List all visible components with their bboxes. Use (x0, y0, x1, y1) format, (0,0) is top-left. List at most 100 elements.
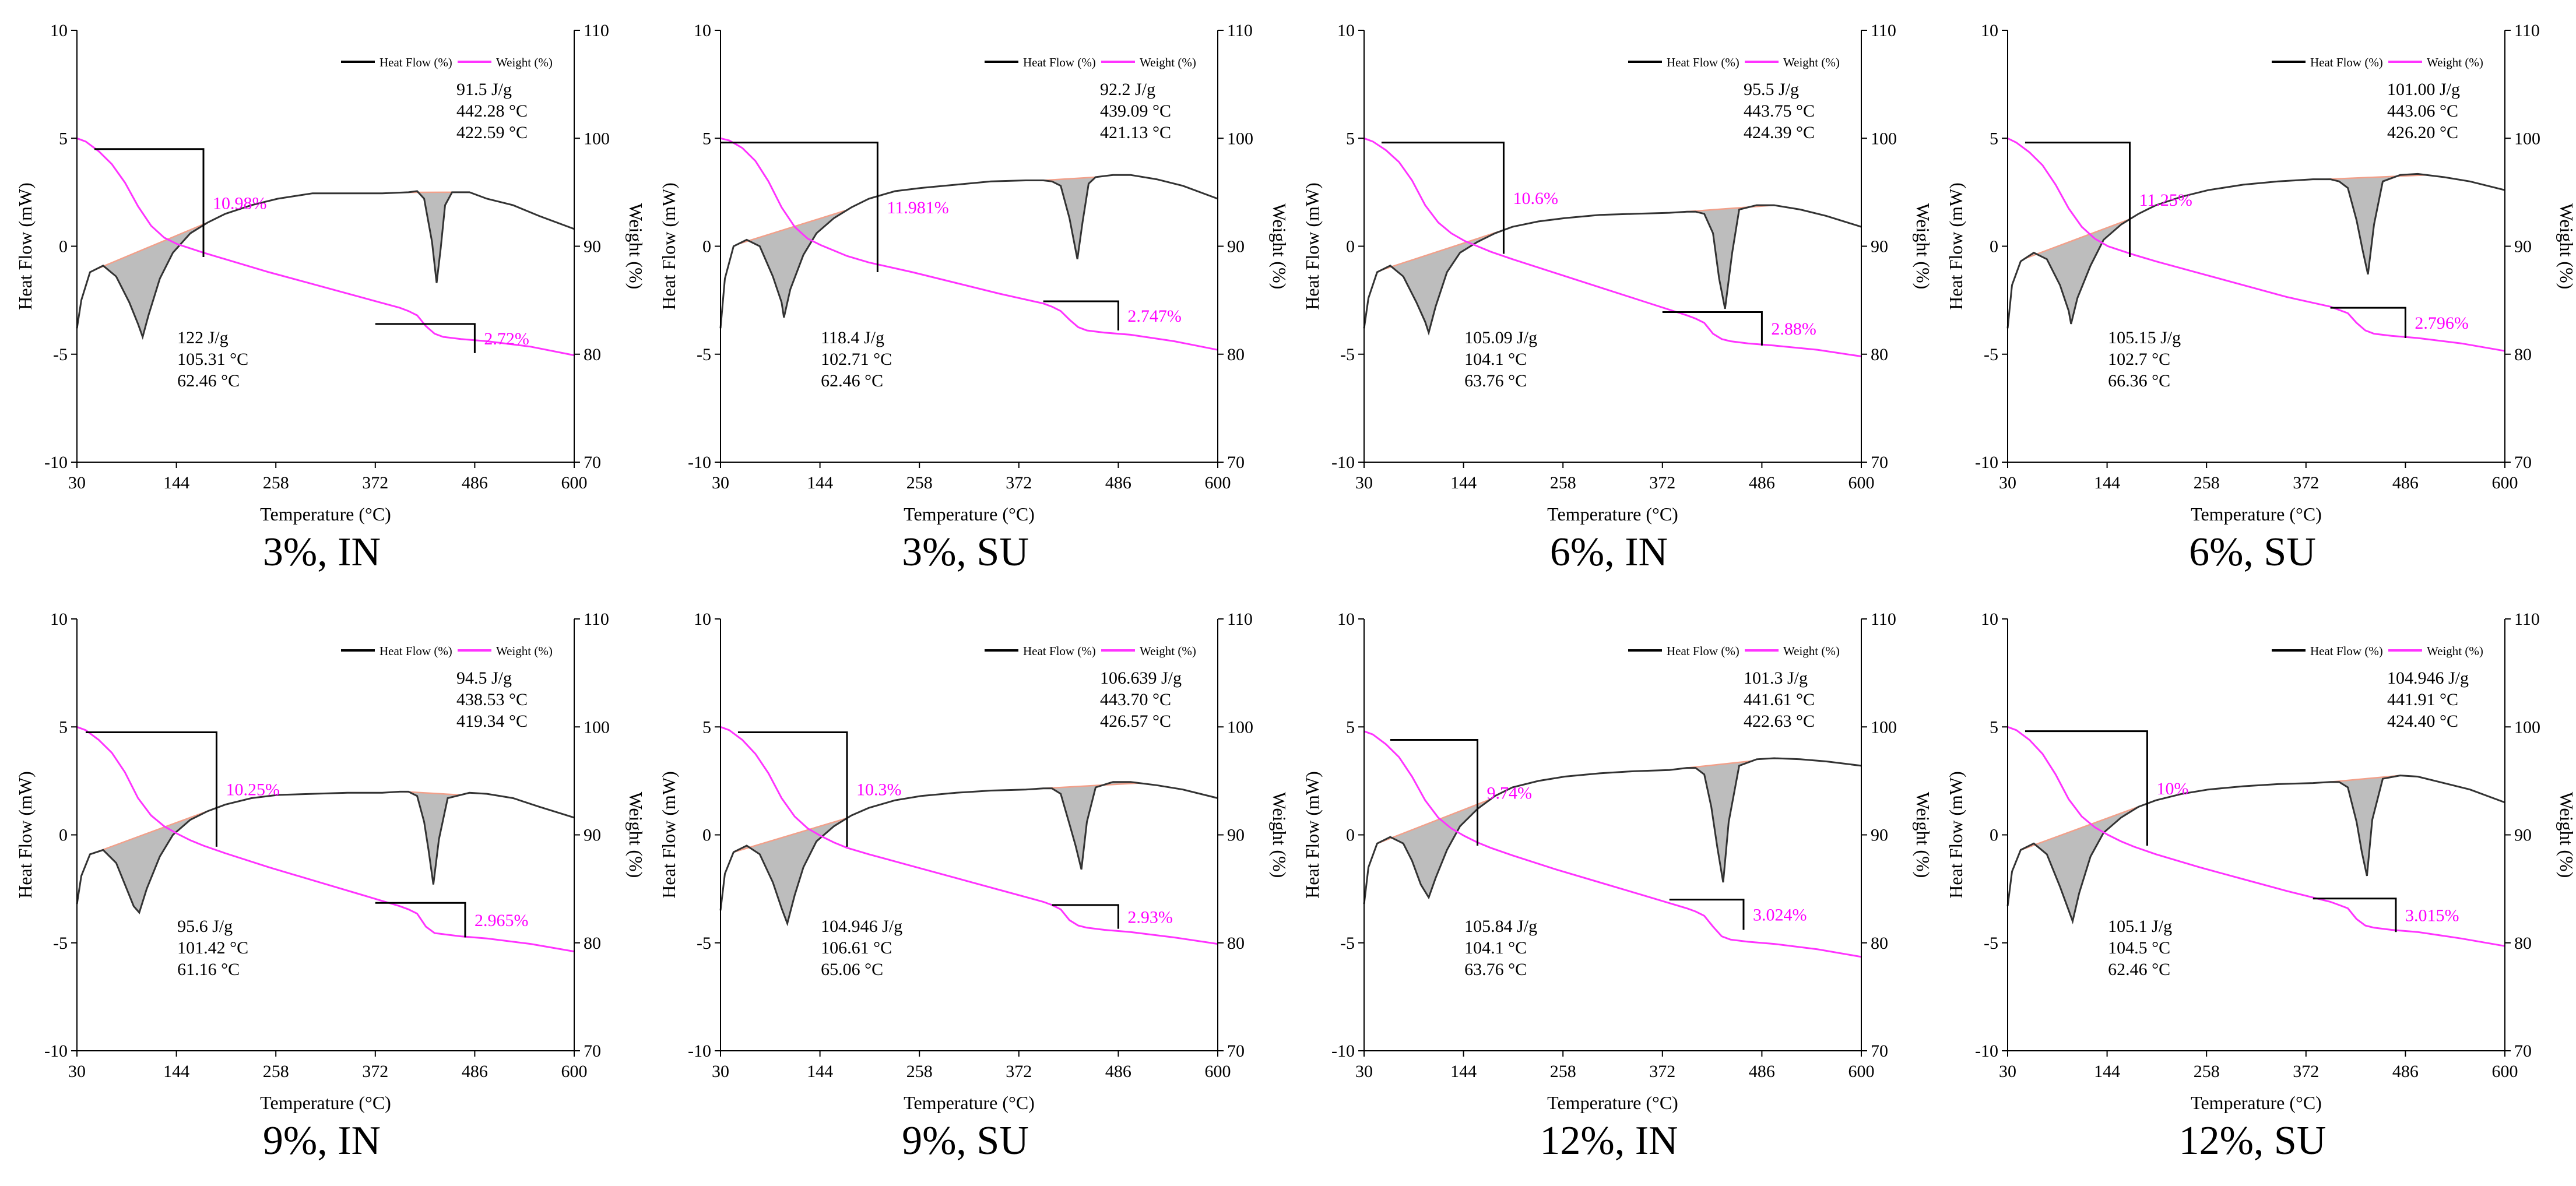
peak2-annotation-line-1: 101.00 J/g (2387, 80, 2460, 99)
weight-loss-label-1: 10.6% (1513, 189, 1558, 208)
weight-loss-label-2: 3.024% (1753, 906, 1807, 925)
legend-heat-label: Heat Flow (%) (2310, 55, 2383, 69)
y-left-axis-label: Heat Flow (mW) (1302, 771, 1323, 899)
peak2-annotation-line-2: 441.61 °C (1744, 690, 1815, 709)
peak-area-2 (1685, 205, 1774, 307)
y-left-tick-label: 10 (694, 610, 711, 629)
weight-loss-label-1: 10% (2156, 779, 2188, 798)
y-left-tick-label: 0 (1990, 237, 1998, 256)
y-left-tick-label: 10 (50, 21, 68, 40)
weight-loss-label-1: 9.74% (1487, 783, 1533, 803)
y-right-axis-label: Weight (%) (2556, 203, 2576, 290)
x-tick-label: 600 (1848, 1062, 1875, 1081)
y-right-tick-label: 70 (2514, 453, 2532, 472)
peak2-annotation-line-1: 101.3 J/g (1744, 668, 1808, 688)
x-tick-label: 600 (561, 1062, 588, 1081)
x-axis-label: Temperature (°C) (2191, 1092, 2322, 1113)
y-left-tick-label: -10 (1331, 1041, 1355, 1061)
panel-12-su: 10% 3.015% 105.1 J/g 104.5 °C 62.46 °C 104.94… (1931, 589, 2576, 1177)
y-right-tick-label: 70 (584, 1041, 601, 1061)
x-tick-label: 372 (1649, 473, 1675, 492)
panel-6-su: 11.25% 2.796% 105.15 J/g 102.7 °C 66.36 °C 10… (1931, 0, 2576, 589)
y-left-tick-label: 5 (702, 717, 711, 737)
y-left-tick-label: -10 (688, 1041, 711, 1061)
peak2-annotation-line-3: 426.57 °C (1100, 712, 1171, 731)
x-tick-label: 372 (362, 473, 388, 492)
x-tick-label: 372 (362, 1062, 388, 1081)
y-left-tick-label: -10 (1975, 453, 1998, 472)
y-right-tick-label: 110 (584, 21, 609, 40)
panel-caption: 12%, SU (2178, 1118, 2327, 1163)
legend-heat-label: Heat Flow (%) (1667, 644, 1739, 658)
peak1-annotation-line-2: 102.71 °C (821, 350, 892, 369)
y-right-tick-label: 80 (584, 345, 601, 364)
peak1-annotation-line-3: 63.76 °C (1464, 371, 1527, 390)
chart-12-su: 10% 3.015% 105.1 J/g 104.5 °C 62.46 °C 104.94… (1945, 610, 2576, 1113)
legend-weight-label: Weight (%) (2427, 644, 2483, 658)
legend-weight-label: Weight (%) (2427, 55, 2483, 69)
y-right-tick-label: 110 (2514, 610, 2540, 629)
y-left-tick-label: 10 (50, 610, 68, 629)
y-right-tick-label: 110 (1227, 21, 1253, 40)
x-tick-label: 486 (2392, 1062, 2419, 1081)
peak1-annotation-line-2: 104.1 °C (1464, 938, 1527, 958)
heat-flow-line (2006, 775, 2505, 924)
y-left-tick-label: -10 (1331, 453, 1355, 472)
y-right-tick-label: 100 (1871, 717, 1897, 737)
weight-loss-label-2: 2.72% (484, 329, 529, 349)
peak-baseline-2 (2330, 775, 2401, 783)
panel-12-in: 9.74% 3.024% 105.84 J/g 104.1 °C 63.76 °C 101… (1287, 589, 1934, 1177)
chart-9-in: 10.25% 2.965% 95.6 J/g 101.42 °C 61.16 °C 94.… (15, 610, 646, 1113)
weight-loss-bracket-1 (85, 731, 217, 847)
y-right-tick-label: 90 (1227, 237, 1245, 256)
peak1-annotation-line-1: 104.946 J/g (821, 917, 902, 936)
panel-caption: 9%, SU (902, 1118, 1029, 1163)
peak-baseline-2 (1685, 204, 1774, 213)
y-right-tick-label: 90 (2514, 826, 2532, 845)
x-tick-label: 600 (2492, 473, 2518, 492)
x-tick-label: 258 (263, 1062, 289, 1081)
x-tick-label: 144 (807, 473, 833, 492)
peak2-annotation-line-3: 424.40 °C (2387, 712, 2458, 731)
peak1-annotation-line-2: 106.61 °C (821, 938, 892, 958)
peak2-annotation-line-2: 439.09 °C (1100, 101, 1171, 121)
x-axis-label: Temperature (°C) (1547, 1092, 1678, 1113)
chart-6-in: 10.6% 2.88% 105.09 J/g 104.1 °C 63.76 °C 95.5… (1302, 21, 1934, 525)
x-tick-label: 372 (2293, 1062, 2319, 1081)
peak1-annotation-line-3: 66.36 °C (2108, 371, 2170, 390)
peak-baseline-2 (1039, 782, 1140, 790)
peak1-annotation-line-2: 105.31 °C (177, 350, 248, 369)
peak1-annotation-line-1: 122 J/g (177, 328, 229, 347)
y-right-tick-label: 90 (584, 826, 601, 845)
x-tick-label: 144 (163, 473, 189, 492)
y-right-tick-label: 90 (584, 237, 601, 256)
y-right-tick-label: 70 (2514, 1041, 2532, 1061)
y-left-tick-label: -10 (1975, 1041, 1998, 1061)
panel-caption: 6%, IN (1549, 530, 1668, 575)
peak1-annotation-line-3: 62.46 °C (177, 371, 240, 390)
x-tick-label: 144 (1450, 473, 1477, 492)
x-tick-label: 486 (2392, 473, 2419, 492)
peak-area-2 (1686, 761, 1752, 881)
x-tick-label: 30 (1355, 1062, 1373, 1081)
peak-baseline-2 (1686, 760, 1753, 769)
legend-weight-label: Weight (%) (1140, 644, 1196, 658)
weight-loss-bracket-1 (2025, 730, 2148, 846)
peak1-annotation-line-1: 105.09 J/g (1464, 328, 1537, 347)
weight-loss-bracket-1 (94, 148, 205, 258)
peak1-annotation-line-1: 105.15 J/g (2108, 328, 2181, 347)
heat-flow-line (2006, 173, 2505, 329)
y-left-tick-label: -5 (1340, 934, 1355, 953)
peak-baseline-2 (2326, 174, 2427, 180)
x-tick-label: 600 (561, 473, 588, 492)
legend-weight-label: Weight (%) (1783, 55, 1840, 69)
y-left-tick-label: 5 (1990, 717, 1998, 737)
y-left-tick-label: 5 (1990, 129, 1998, 148)
x-tick-label: 372 (1006, 1062, 1032, 1081)
weight-line (76, 137, 575, 357)
peak2-annotation-line-3: 424.39 °C (1744, 123, 1815, 142)
y-left-tick-label: 10 (694, 21, 711, 40)
x-tick-label: 258 (906, 1062, 933, 1081)
weight-loss-bracket-2 (1043, 300, 1119, 330)
